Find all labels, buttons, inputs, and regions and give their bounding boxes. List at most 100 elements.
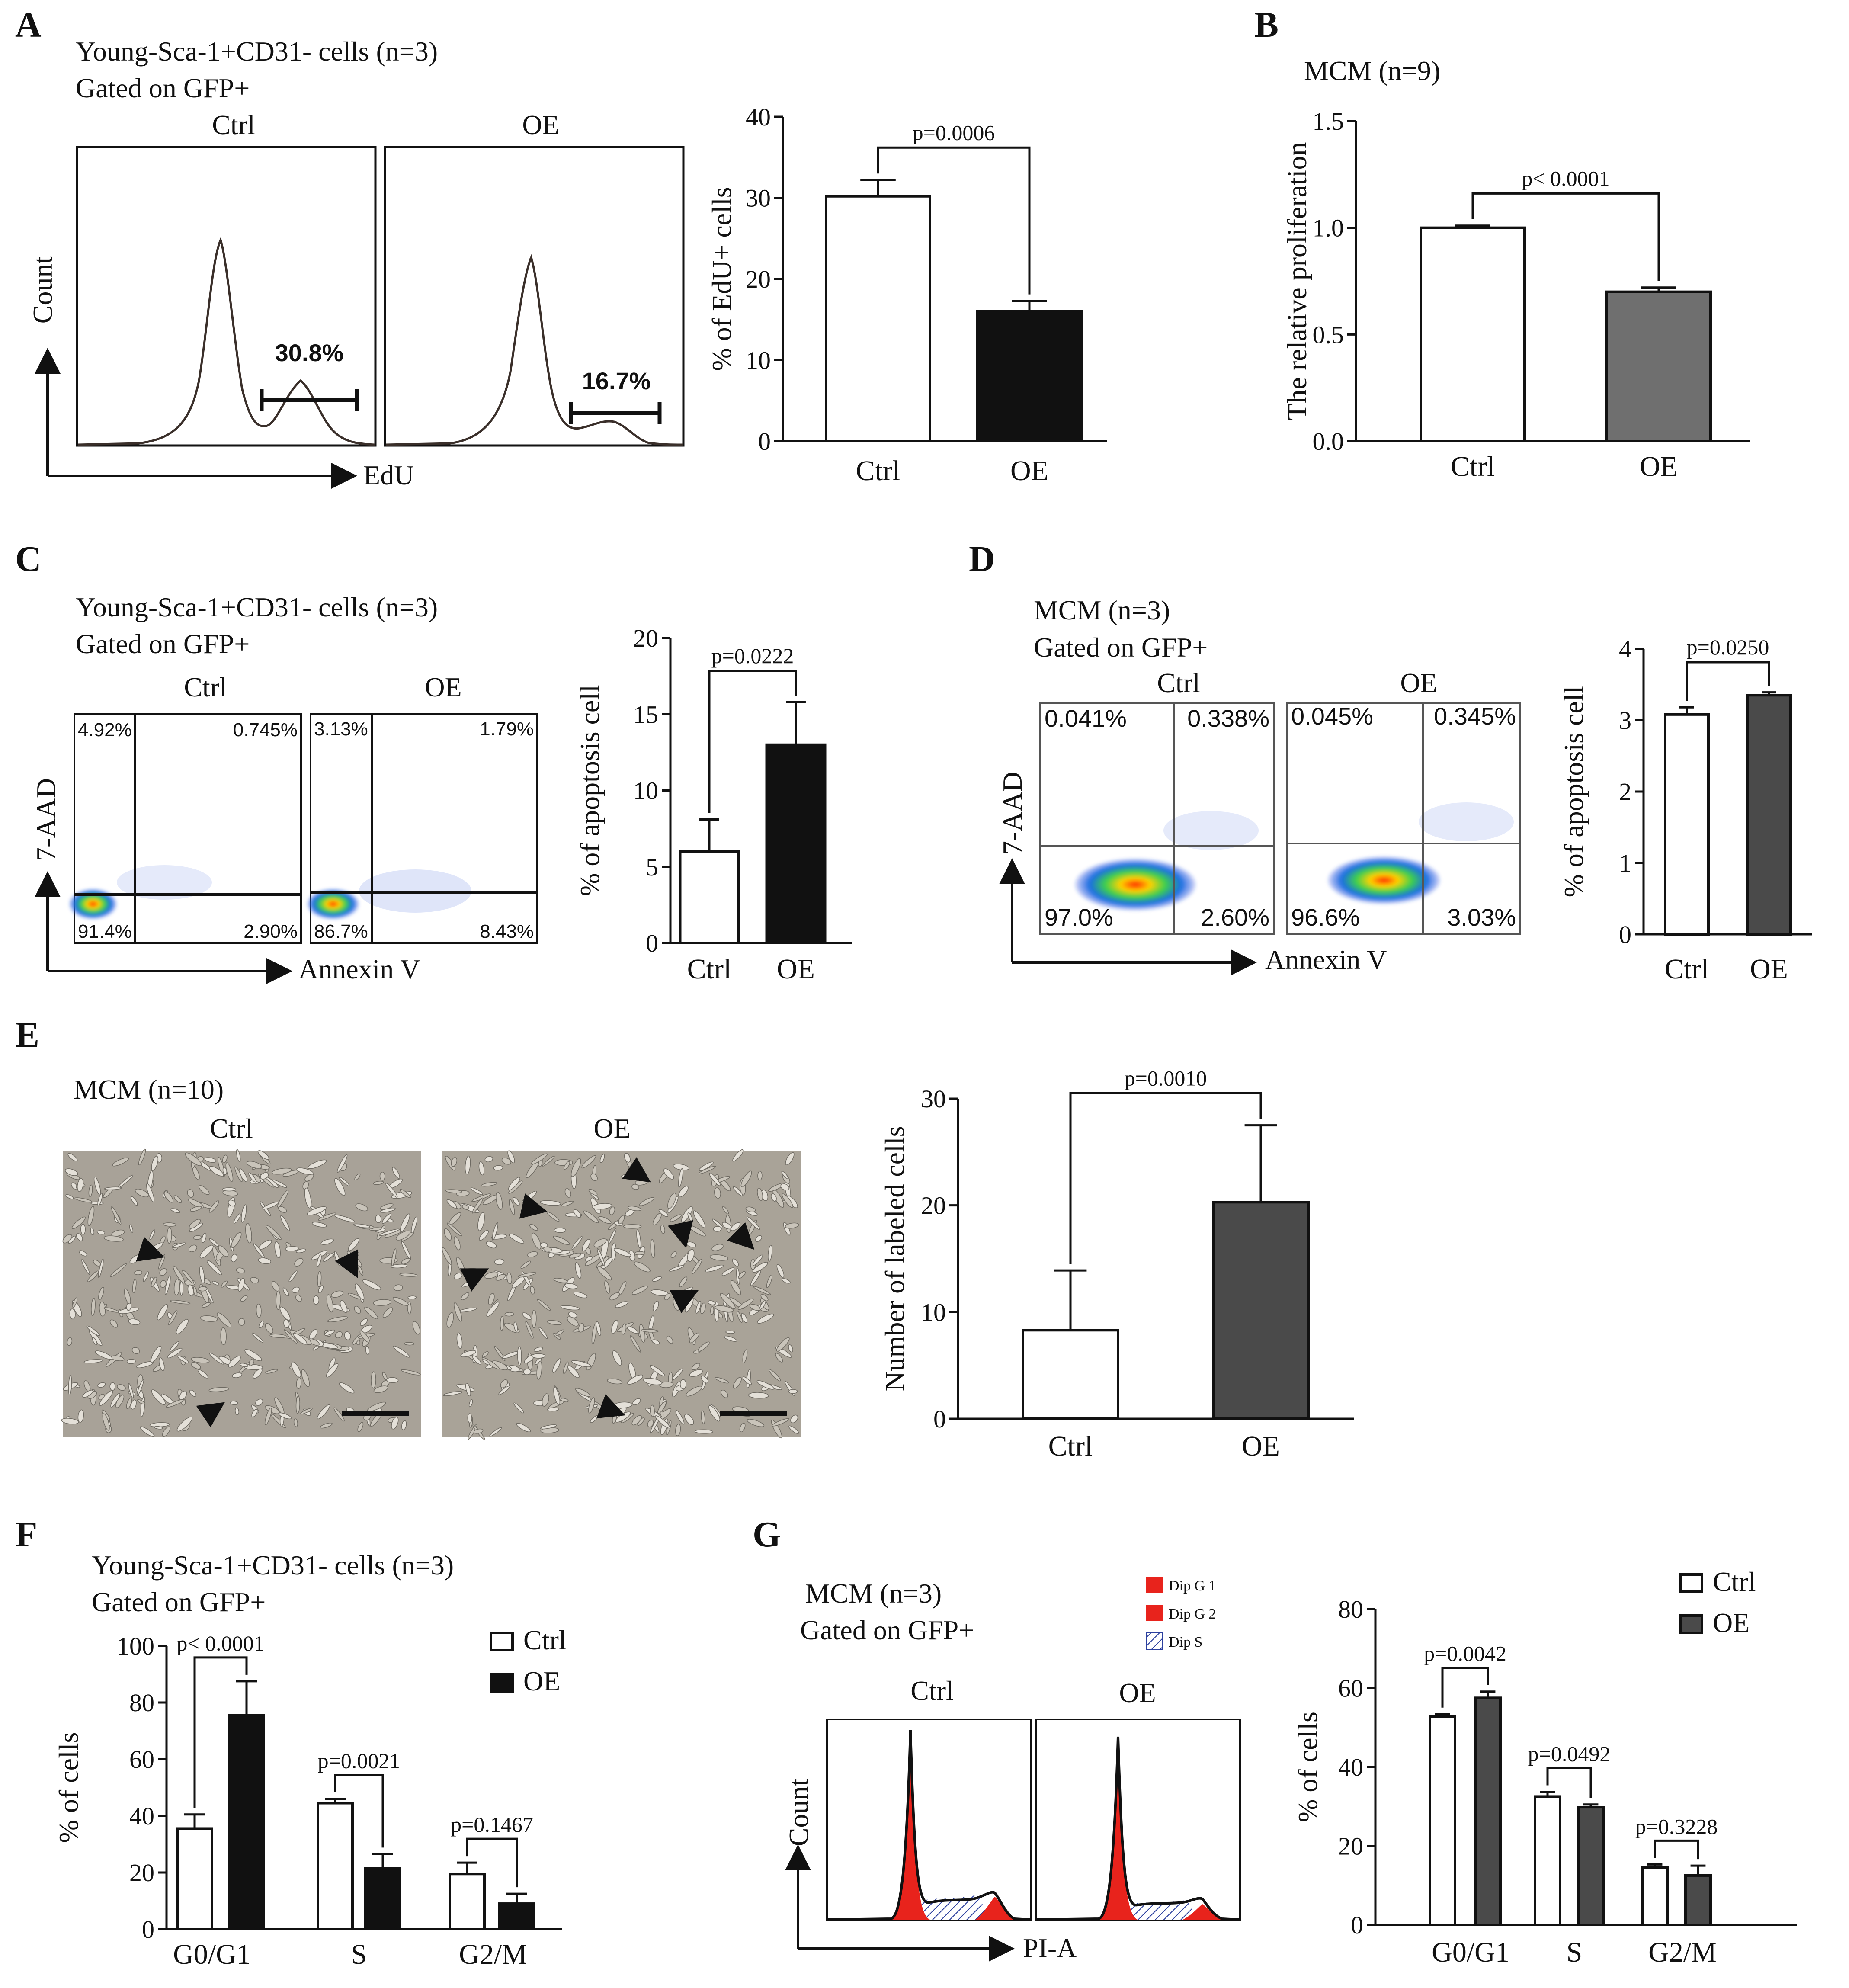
panel-e-title: MCM (n=10) (74, 1074, 224, 1105)
cell (531, 1232, 542, 1250)
cell (231, 1232, 242, 1248)
cell (658, 1209, 669, 1217)
cell (461, 1204, 469, 1210)
cell (353, 1223, 371, 1228)
panel-label-g: G (753, 1514, 781, 1555)
p-value-b: p< 0.0001 (1522, 166, 1609, 190)
category-label-b-0: Ctrl (1451, 451, 1495, 482)
panel-f: F Young-Sca-1+CD31- cells (n=3) Gated on… (15, 1514, 454, 1617)
quad-ul-d-oe: 0.045% (1291, 702, 1373, 730)
cell (699, 1161, 714, 1171)
cell (739, 1423, 746, 1433)
cell (560, 1305, 580, 1311)
cell (177, 1355, 189, 1363)
cell (740, 1170, 752, 1188)
cell (262, 1202, 279, 1210)
y-axis-label-c: % of apoptosis cell (574, 685, 605, 896)
chart-a: 0 10 20 30 40 % of EdU+ cells Ctrl OE p=0.0006 (706, 103, 1107, 487)
cell (193, 1286, 198, 1297)
bar-a-oe (976, 310, 1083, 442)
cell (322, 1252, 335, 1262)
cell (117, 1384, 126, 1391)
cell (97, 1382, 106, 1388)
cell (623, 1224, 642, 1229)
cell (484, 1156, 493, 1162)
cell (191, 1362, 201, 1369)
panel-f-title-1: Young-Sca-1+CD31- cells (n=3) (92, 1550, 454, 1581)
significance-bracket-c (708, 670, 797, 813)
cell (399, 1273, 418, 1277)
cell (86, 1325, 100, 1336)
y-axis-label-a: % of EdU+ cells (706, 187, 737, 371)
cell (643, 1378, 663, 1385)
dip-g2-peak-oe (1183, 1904, 1222, 1920)
cell (504, 1312, 514, 1317)
cell (486, 1302, 500, 1317)
bar-g-ctrl-g0-g1 (1429, 1715, 1456, 1926)
bar-g-oe-s (1577, 1806, 1605, 1927)
bar-f-oe-g2-m (498, 1902, 535, 1930)
cell (190, 1206, 202, 1212)
p-value-e: p=0.0010 (1125, 1066, 1207, 1090)
cell (701, 1410, 705, 1424)
cell (231, 1254, 237, 1263)
bar-a-ctrl (825, 195, 931, 442)
cell (381, 1213, 392, 1224)
cell (486, 1241, 497, 1249)
cell (407, 1295, 417, 1300)
dotplot-cells-c-ctrl (69, 865, 212, 919)
significance-bracket-f-g0-g1 (193, 1656, 248, 1808)
cell (170, 1341, 179, 1352)
cell (715, 1377, 729, 1384)
bar-g-oe-g2-m (1684, 1874, 1712, 1926)
category-label-d-1: OE (1750, 953, 1788, 985)
cell (621, 1323, 627, 1335)
cell (567, 1365, 580, 1378)
cell (157, 1304, 168, 1321)
cell (284, 1329, 298, 1344)
cell (675, 1424, 681, 1436)
category-label-f-0: G0/G1 (173, 1939, 251, 1970)
cell (220, 1327, 227, 1345)
y-tick-label-f-2: 40 (129, 1802, 154, 1830)
chart-d: 0 1 2 3 4 % of apoptosis cell Ctrl OE p=0.0250 (1558, 635, 1812, 985)
cell (308, 1159, 327, 1169)
cell (675, 1410, 685, 1425)
cell (563, 1361, 569, 1374)
cell (714, 1187, 721, 1199)
cell (151, 1346, 162, 1363)
significance-bracket-g-g0-g1 (1441, 1667, 1489, 1708)
cell (230, 1401, 238, 1405)
cell (278, 1206, 287, 1213)
panel-d-cond-ctrl: Ctrl (1157, 667, 1200, 698)
cell (222, 1187, 236, 1192)
panel-a-title-2: Gated on GFP+ (76, 73, 250, 103)
cell (741, 1313, 748, 1323)
panel-d-title-2: Gated on GFP+ (1034, 632, 1208, 663)
cell (655, 1415, 670, 1429)
cell (488, 1293, 495, 1305)
cell (471, 1187, 484, 1195)
cell (199, 1185, 210, 1195)
cell (236, 1267, 245, 1273)
cell (701, 1376, 709, 1384)
cell (699, 1166, 716, 1174)
cell (492, 1222, 498, 1241)
cell (631, 1286, 648, 1295)
cell (634, 1251, 645, 1255)
cell (590, 1173, 598, 1181)
cell (176, 1319, 189, 1334)
cell (277, 1190, 289, 1208)
cell (631, 1415, 642, 1426)
cell (412, 1321, 420, 1335)
panel-e-cond-oe: OE (593, 1113, 630, 1144)
cell (790, 1414, 798, 1424)
cell (334, 1215, 355, 1222)
cell (373, 1385, 388, 1393)
y-tick-label-d-1: 1 (1619, 849, 1631, 877)
category-label-c-0: Ctrl (687, 953, 732, 985)
cell (326, 1294, 333, 1313)
cell (781, 1171, 789, 1179)
cell (752, 1262, 768, 1273)
cell (753, 1286, 771, 1295)
